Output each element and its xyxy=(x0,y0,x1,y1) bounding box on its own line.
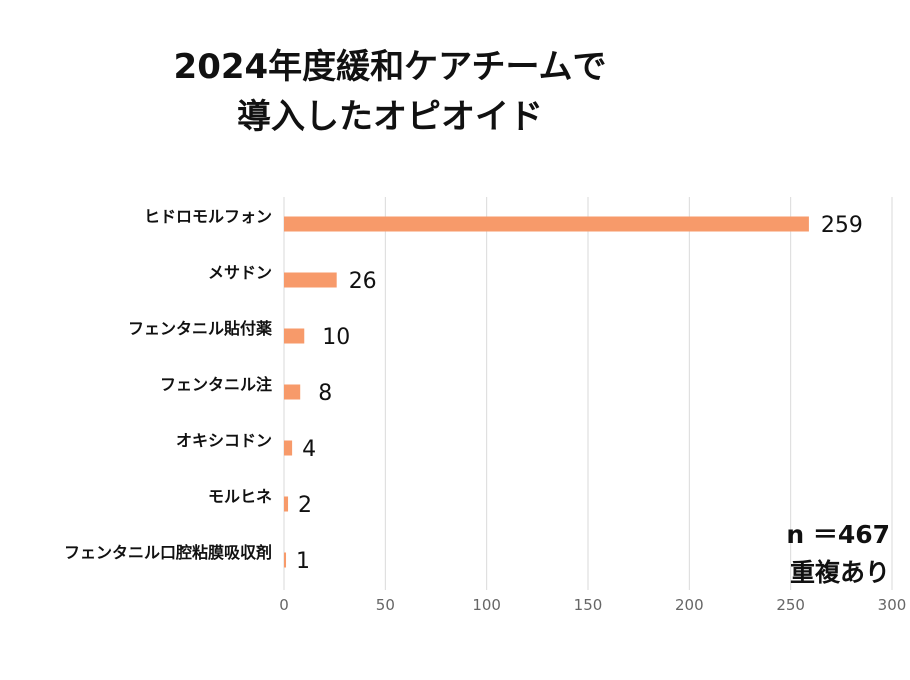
bar xyxy=(284,216,809,232)
category-label: オキシコドン xyxy=(176,431,272,450)
bar xyxy=(284,272,337,288)
sample-size-label: n ＝467 xyxy=(786,520,890,549)
data-label: 4 xyxy=(302,437,316,462)
chart-title-line-1: 2024年度緩和ケアチームで xyxy=(173,47,607,87)
data-label: 259 xyxy=(821,213,863,238)
data-label: 2 xyxy=(298,493,312,518)
bar xyxy=(284,328,305,344)
x-tick-label: 200 xyxy=(675,596,704,614)
data-label: 26 xyxy=(349,269,377,294)
sample-size-note: n ＝467 重複あり xyxy=(786,516,890,592)
category-label: メサドン xyxy=(208,263,272,282)
x-tick-label: 100 xyxy=(472,596,501,614)
x-tick-label: 50 xyxy=(376,596,395,614)
x-tick-label: 150 xyxy=(574,596,603,614)
chart-title: 2024年度緩和ケアチームで 導入したオピオイド xyxy=(120,42,660,142)
x-tick-label: 0 xyxy=(279,596,289,614)
category-label: モルヒネ xyxy=(208,487,272,506)
x-tick-label: 300 xyxy=(878,596,907,614)
bar xyxy=(284,552,287,568)
x-tick-label: 250 xyxy=(776,596,805,614)
overlap-note: 重複あり xyxy=(789,558,890,587)
category-label: ヒドロモルフォン xyxy=(144,207,272,226)
bar xyxy=(284,440,293,456)
data-label: 8 xyxy=(318,381,332,406)
data-label: 10 xyxy=(322,325,350,350)
chart-title-line-2: 導入したオピオイド xyxy=(237,97,543,137)
data-label: 1 xyxy=(296,549,310,574)
category-label: フェンタニル口腔粘膜吸収剤 xyxy=(64,543,272,562)
category-label: フェンタニル貼付薬 xyxy=(128,319,273,338)
bar xyxy=(284,496,289,512)
category-label: フェンタニル注 xyxy=(160,375,272,394)
bar xyxy=(284,384,301,400)
